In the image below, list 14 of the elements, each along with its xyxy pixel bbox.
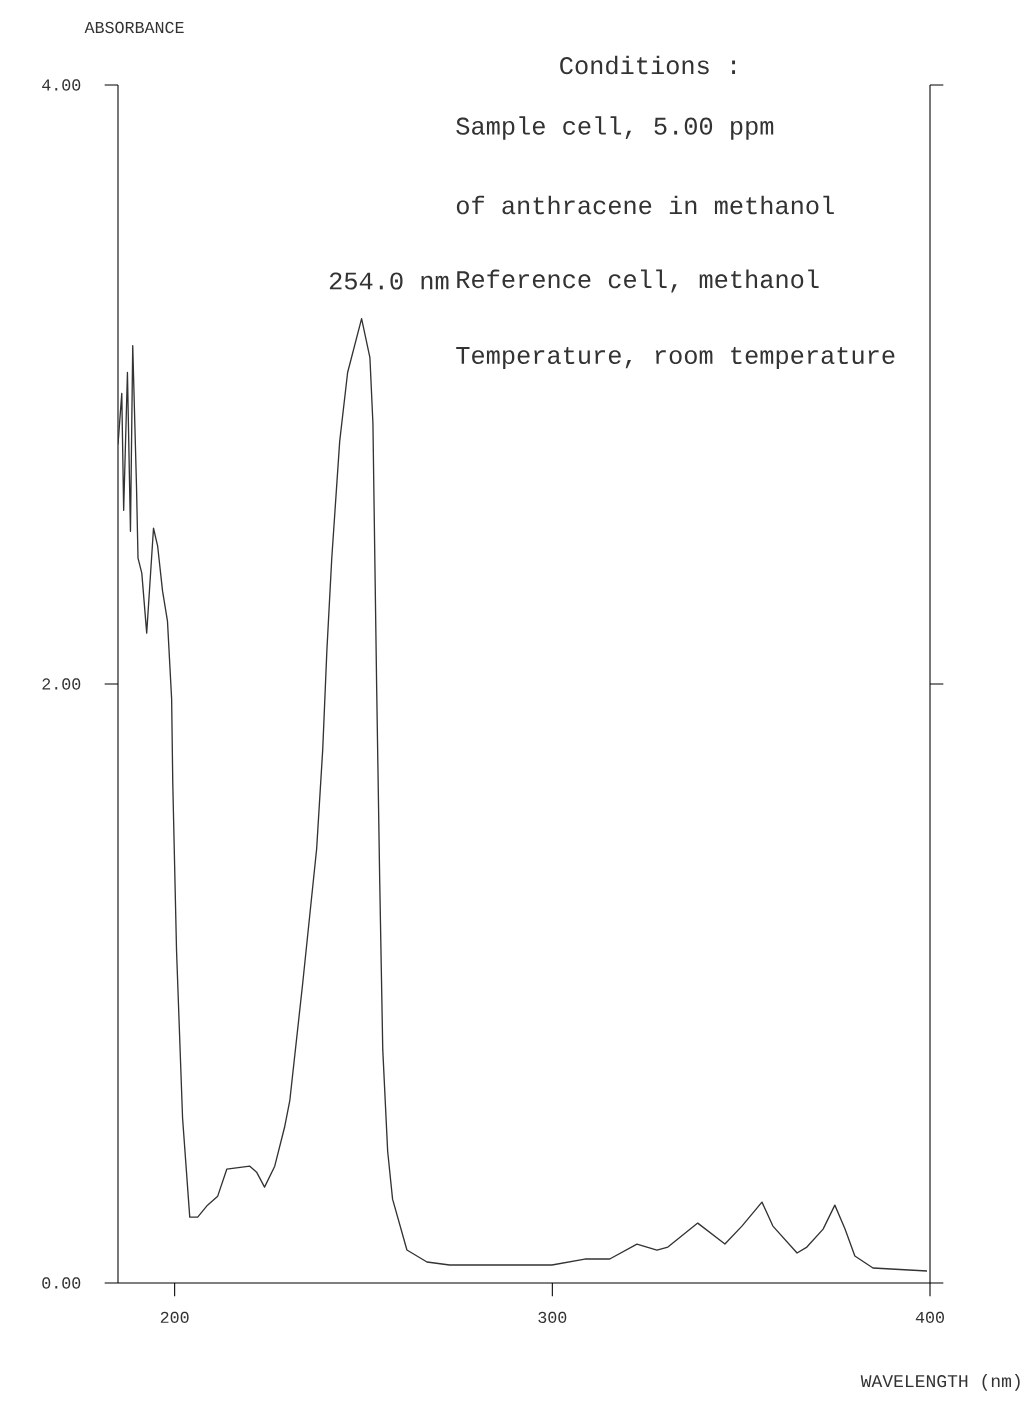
- x-tick-label: 400: [915, 1311, 944, 1324]
- y-tick-label: 4.00: [42, 79, 81, 91]
- x-tick-label: 300: [538, 1311, 567, 1324]
- annotation: Temperature, room temperature: [456, 346, 895, 370]
- x-axis-title: WAVELENGTH (nm): [860, 1374, 1020, 1391]
- annotation: Sample cell, 5.00 ppm: [456, 116, 774, 140]
- x-tick-label: 200: [160, 1311, 189, 1324]
- annotation: of anthracene in methanol: [456, 195, 834, 215]
- y-axis-title: ABSORBANCE: [84, 21, 184, 34]
- annotation: Reference cell, methanol: [457, 269, 819, 293]
- text: Conditions :: [560, 55, 736, 75]
- y-tick-label: 2.00: [42, 678, 81, 690]
- y-tick-label: 0.00: [42, 1277, 81, 1289]
- annotation: 254.0 nm: [329, 272, 449, 290]
